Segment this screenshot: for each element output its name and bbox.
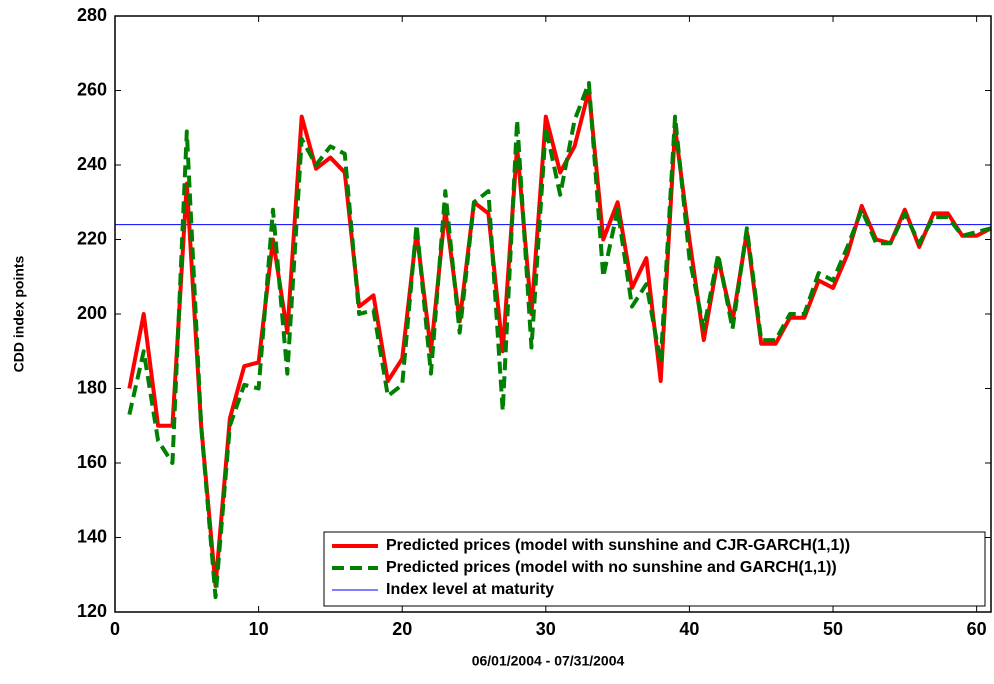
x-tick-label: 20 (392, 619, 412, 639)
y-axis-title: CDD index points (11, 255, 27, 372)
x-tick-label: 0 (110, 619, 120, 639)
series-line (127, 88, 992, 588)
x-axis-title: 06/01/2004 - 07/31/2004 (472, 653, 625, 669)
plot-frame (114, 15, 992, 613)
x-tick-label: 50 (823, 619, 843, 639)
y-tick-label: 240 (77, 154, 107, 174)
y-tick-label: 160 (77, 452, 107, 472)
y-tick-label: 180 (77, 377, 107, 397)
y-tick-label: 200 (77, 303, 107, 323)
legend-label: Index level at maturity (386, 581, 554, 598)
x-tick-label: 30 (536, 619, 556, 639)
y-tick-label: 140 (77, 526, 107, 546)
x-tick-label: 10 (249, 619, 269, 639)
legend-label: Predicted prices (model with sunshine an… (386, 537, 850, 554)
y-tick-label: 260 (77, 79, 107, 99)
legend-label: Predicted prices (model with no sunshine… (386, 559, 837, 576)
y-tick-label: 280 (77, 5, 107, 25)
series-line (127, 81, 992, 600)
x-tick-label: 60 (967, 619, 987, 639)
y-tick-label: 120 (77, 601, 107, 621)
legend-box (323, 531, 986, 607)
x-tick-label: 40 (679, 619, 699, 639)
y-tick-label: 220 (77, 228, 107, 248)
